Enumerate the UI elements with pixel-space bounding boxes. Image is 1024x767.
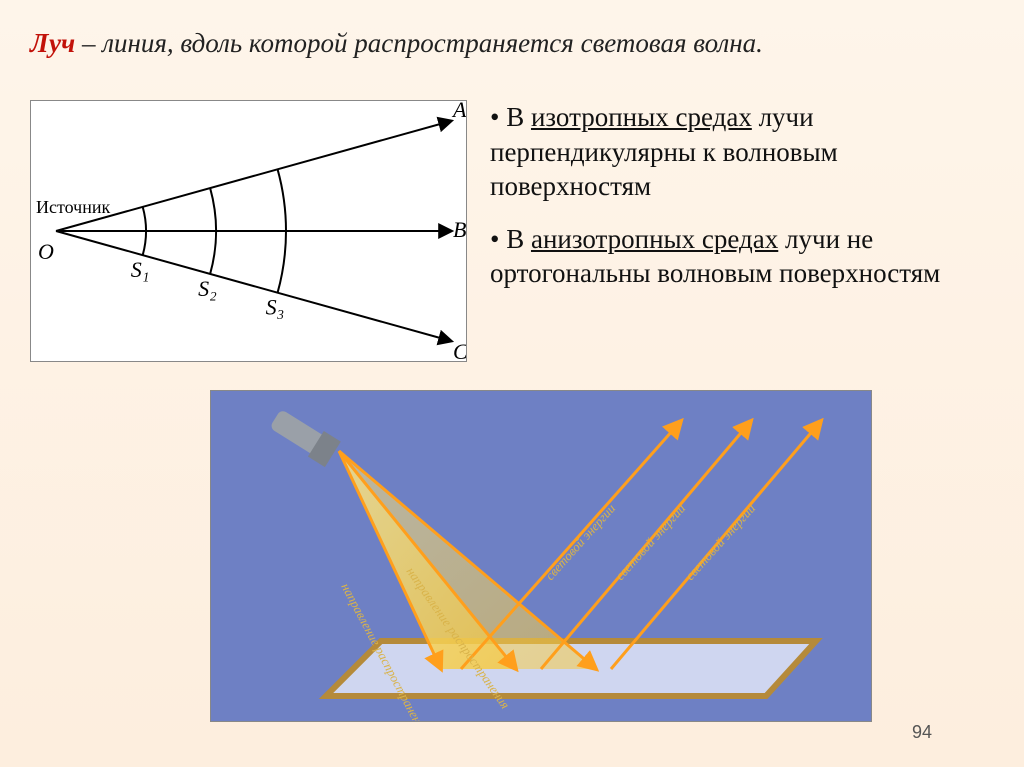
b2-underline: анизотропных средах	[531, 224, 778, 254]
bullet-1: • В изотропных средах лучи перпендикуляр…	[490, 100, 1000, 204]
svg-text:A: A	[451, 101, 466, 122]
reflection-illustration: направление распространениянаправление р…	[210, 390, 872, 722]
b1-before: • В	[490, 102, 531, 132]
title-dash: –	[75, 28, 102, 58]
ray-diagram: A B C S₁ S₂ S₃ Источник O	[30, 100, 467, 362]
title-rest: линия, вдоль которой распространяется св…	[102, 28, 763, 58]
bullet-2: • В анизотропных средах лучи не ортогона…	[490, 222, 1000, 291]
text-column: • В изотропных средах лучи перпендикуляр…	[490, 100, 1000, 309]
svg-text:S₃: S₃	[266, 295, 285, 320]
svg-text:S₁: S₁	[131, 257, 150, 282]
page-number: 94	[912, 722, 932, 743]
title-term: Луч	[30, 28, 75, 58]
svg-text:Источник: Источник	[36, 197, 110, 217]
svg-text:C: C	[453, 339, 466, 361]
b1-underline: изотропных средах	[531, 102, 752, 132]
b2-before: • В	[490, 224, 531, 254]
svg-text:B: B	[453, 217, 466, 242]
svg-text:O: O	[38, 239, 54, 264]
svg-text:S₂: S₂	[198, 276, 217, 301]
title-line: Луч – линия, вдоль которой распространяе…	[30, 28, 994, 59]
